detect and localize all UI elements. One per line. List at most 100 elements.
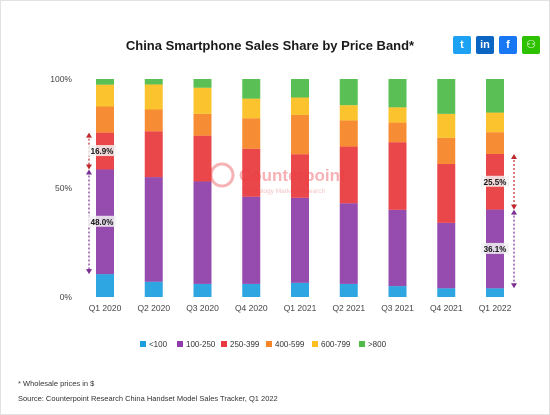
bar-segment xyxy=(242,148,261,197)
annotation-label-bg xyxy=(481,175,509,187)
bar-segment xyxy=(291,97,309,115)
legend-swatch xyxy=(140,341,146,347)
bar-segment xyxy=(339,79,358,106)
x-tick-label: Q1 2021 xyxy=(284,303,317,313)
legend-swatch xyxy=(177,341,183,347)
bar-segment xyxy=(437,288,456,297)
legend-label: 400-599 xyxy=(275,340,305,349)
y-tick-label: 100% xyxy=(50,74,72,84)
watermark-tagline: Technology Market Research xyxy=(241,188,326,195)
source-note: Source: Counterpoint Research China Hand… xyxy=(18,394,278,403)
bar-segment xyxy=(291,154,309,198)
annotation-label: 25.5% xyxy=(484,178,507,187)
bar-segment xyxy=(242,196,261,284)
bar-segment xyxy=(242,79,261,99)
bar-segment xyxy=(242,283,261,297)
bar-segment xyxy=(486,288,504,297)
legend-swatch xyxy=(266,341,272,347)
legend-swatch xyxy=(312,341,318,347)
watermark-logo-icon xyxy=(209,162,235,188)
bar-segment xyxy=(339,146,358,204)
bar-segment xyxy=(339,120,358,147)
bar-segment xyxy=(291,114,309,155)
x-tick-label: Q3 2021 xyxy=(381,303,414,313)
x-tick-label: Q4 2021 xyxy=(430,303,463,313)
x-tick-label: Q1 2022 xyxy=(479,303,512,313)
bar-segment xyxy=(437,164,456,223)
bar-segment xyxy=(388,107,407,123)
bar-segment xyxy=(388,122,407,143)
y-tick-label: 0% xyxy=(60,292,73,302)
bar-segment xyxy=(193,181,212,284)
bar-segment xyxy=(144,79,163,85)
bar-segment xyxy=(388,142,407,210)
bar-segment xyxy=(388,209,407,287)
bar-segment xyxy=(339,203,358,284)
wechat-icon[interactable]: ⚇ xyxy=(522,36,540,54)
bar-segment xyxy=(388,79,407,108)
x-tick-label: Q3 2020 xyxy=(186,303,219,313)
footnote-wholesale: * Wholesale prices in $ xyxy=(18,379,95,388)
bar-segment xyxy=(193,283,212,297)
legend-label: <100 xyxy=(149,340,168,349)
bar-segment xyxy=(388,286,407,297)
arrow-head-icon xyxy=(86,169,92,175)
bar-segment xyxy=(144,109,163,132)
annotation-label-bg xyxy=(481,242,509,254)
bar-segment xyxy=(96,274,114,297)
bar-segment xyxy=(144,177,163,282)
bar-segment xyxy=(437,222,456,289)
facebook-icon[interactable]: f xyxy=(499,36,517,54)
bar-segment xyxy=(193,87,212,114)
bar-segment xyxy=(96,79,114,85)
bar-segment xyxy=(437,79,456,114)
bar-segment xyxy=(486,132,504,154)
annotation-label: 36.1% xyxy=(484,245,507,254)
chart-title: China Smartphone Sales Share by Price Ba… xyxy=(125,38,415,53)
bar-segment xyxy=(193,135,212,182)
arrow-head-icon xyxy=(86,269,92,275)
bar-segment xyxy=(291,79,309,98)
linkedin-icon[interactable]: in xyxy=(476,36,494,54)
bar-segment xyxy=(144,131,163,178)
twitter-icon[interactable]: t xyxy=(453,36,471,54)
annotation-label-bg xyxy=(88,145,116,157)
annotation-label: 16.9% xyxy=(91,147,114,156)
arrow-head-icon xyxy=(511,283,517,289)
bar-segment xyxy=(339,105,358,121)
counterpoint-watermark: CounterpointTechnology Market Research xyxy=(209,162,346,195)
arrow-head-icon xyxy=(511,153,517,159)
bar-segment xyxy=(437,137,456,165)
arrow-head-icon xyxy=(511,209,517,215)
legend-label: 100-250 xyxy=(186,340,216,349)
arrow-head-icon xyxy=(86,164,92,170)
legend-swatch xyxy=(359,341,365,347)
bar-segment xyxy=(193,113,212,136)
legend-label: 250-399 xyxy=(230,340,260,349)
x-tick-label: Q4 2020 xyxy=(235,303,268,313)
annotation-label-bg xyxy=(88,215,116,227)
y-tick-label: 50% xyxy=(55,183,72,193)
bar-segment xyxy=(96,84,114,107)
bar-segment xyxy=(144,281,163,297)
legend-swatch xyxy=(221,341,227,347)
annotation-group: 16.9% 48.0% 25.5% 36.1% xyxy=(86,132,517,289)
stacked-bar-chart: CounterpointTechnology Market Research 0… xyxy=(50,74,517,349)
bar-group xyxy=(96,79,504,297)
x-tick-label: Q2 2021 xyxy=(332,303,365,313)
annotation-label: 48.0% xyxy=(91,218,114,227)
bar-segment xyxy=(242,98,261,119)
bar-segment xyxy=(486,79,504,113)
bar-segment xyxy=(339,283,358,297)
bar-segment xyxy=(486,112,504,133)
x-tick-label: Q1 2020 xyxy=(89,303,122,313)
x-tick-label: Q2 2020 xyxy=(137,303,170,313)
bar-segment xyxy=(144,84,163,110)
x-axis: Q1 2020 Q2 2020 Q3 2020 Q4 2020 Q1 2021 Q2 20… xyxy=(89,303,512,313)
bar-segment xyxy=(193,79,212,88)
legend-label: >800 xyxy=(368,340,387,349)
arrow-head-icon xyxy=(86,132,92,138)
arrow-head-icon xyxy=(511,204,517,210)
bar-segment xyxy=(437,113,456,138)
